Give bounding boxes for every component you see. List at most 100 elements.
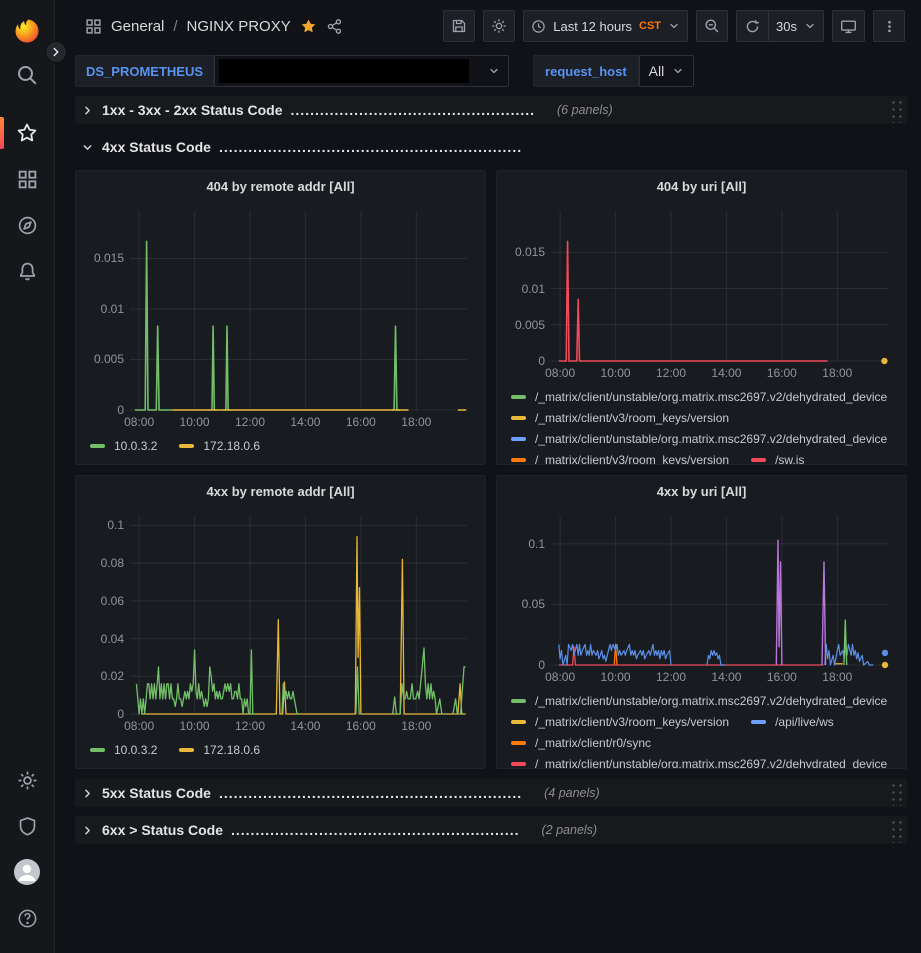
x-axis-tick-label: 14:00 <box>290 719 321 733</box>
sidebar-item-explore[interactable] <box>0 202 55 248</box>
breadcrumb-separator: / <box>173 17 178 35</box>
row-title: 5xx Status Code <box>102 785 211 801</box>
sidebar-item-alerting[interactable] <box>0 248 55 294</box>
legend-row: /_matrix/client/unstable/org.matrix.msc2… <box>511 753 898 768</box>
plot-area[interactable] <box>551 516 889 669</box>
row-6xx[interactable]: 6xx > Status Code ......................… <box>75 816 907 844</box>
top-navbar: General / NGINX PROXY Last 12 hours CST … <box>55 0 921 52</box>
legend-swatch-icon <box>179 747 195 752</box>
legend-label: /api/live/ws <box>775 714 834 729</box>
row-panel-count: (6 panels) <box>557 103 613 117</box>
legend-swatch-icon <box>511 436 526 441</box>
panel-title[interactable]: 404 by remote addr [All] <box>206 178 355 194</box>
datasource-variable-select[interactable] <box>214 55 510 87</box>
request-host-variable-select[interactable]: All <box>638 55 695 87</box>
dashboard-title[interactable]: NGINX PROXY <box>186 17 291 35</box>
row-title-dots: ........................................… <box>218 139 523 155</box>
row-drag-handle[interactable] <box>889 817 903 843</box>
sidebar-item-dashboards[interactable] <box>0 156 55 202</box>
legend: 10.0.3.2 172.18.0.6 <box>76 738 485 768</box>
x-axis-tick-label: 08:00 <box>124 719 155 733</box>
sidebar-item-help[interactable] <box>0 895 55 941</box>
legend-item[interactable]: /_matrix/client/r0/sync <box>511 736 651 750</box>
row-4xx[interactable]: 4xx Status Code ........................… <box>75 133 907 161</box>
legend-swatch-icon <box>90 443 105 448</box>
legend-item[interactable]: 10.0.3.2 <box>90 439 157 453</box>
sidebar-item-server-admin[interactable] <box>0 803 55 849</box>
row-panel-count: (2 panels) <box>541 823 598 837</box>
row-title: 6xx > Status Code <box>102 822 223 838</box>
legend-swatch-icon <box>511 740 526 745</box>
legend-item[interactable]: /_matrix/client/v3/room_keys/version <box>511 452 730 465</box>
more-options-button[interactable] <box>873 10 905 42</box>
legend-item[interactable]: /_matrix/client/v3/room_keys/version <box>511 411 729 425</box>
settings-icon <box>491 18 507 34</box>
row-1xx-3xx-2xx[interactable]: 1xx - 3xx - 2xx Status Code ............… <box>75 96 907 124</box>
apps-icon <box>85 18 102 35</box>
time-range-picker[interactable]: Last 12 hours CST <box>523 10 689 42</box>
legend-swatch-icon <box>511 457 526 462</box>
panel-title[interactable]: 4xx by uri [All] <box>656 483 747 499</box>
legend-item[interactable]: 172.18.0.6 <box>179 439 260 453</box>
legend-item[interactable]: /_matrix/client/unstable/org.matrix.msc2… <box>511 756 888 769</box>
row-drag-handle[interactable] <box>889 780 903 806</box>
refresh-button[interactable] <box>736 10 769 42</box>
breadcrumb-section[interactable]: General <box>111 17 165 35</box>
x-axis-tick-label: 18:00 <box>822 366 853 380</box>
sidebar-item-profile[interactable] <box>0 849 55 895</box>
datasource-value-redacted <box>219 59 470 83</box>
avatar <box>14 859 40 885</box>
panel-title[interactable]: 4xx by remote addr [All] <box>206 483 355 499</box>
row-panel-count: (4 panels) <box>544 786 600 800</box>
dashboard-settings-button[interactable] <box>483 10 516 42</box>
x-axis-tick-label: 16:00 <box>766 366 797 380</box>
refresh-interval-picker[interactable]: 30s <box>768 10 824 42</box>
legend-item[interactable]: 10.0.3.2 <box>90 743 157 757</box>
alerting-icon <box>17 261 38 282</box>
save-dashboard-button[interactable] <box>443 10 476 42</box>
legend-item[interactable]: 172.18.0.6 <box>179 743 260 757</box>
tv-icon <box>840 18 857 35</box>
legend-item[interactable]: /_matrix/client/unstable/org.matrix.msc2… <box>511 432 887 446</box>
breadcrumb: General / NGINX PROXY <box>85 18 343 35</box>
share-icon[interactable] <box>326 18 343 35</box>
dashboard-canvas: 1xx - 3xx - 2xx Status Code ............… <box>55 90 921 953</box>
dashboards-icon <box>17 169 38 190</box>
sidebar-item-configuration[interactable] <box>0 757 55 803</box>
zoom-out-time-button[interactable] <box>696 10 729 42</box>
chevron-down-icon <box>804 20 816 32</box>
row-5xx[interactable]: 5xx Status Code ........................… <box>75 779 907 807</box>
legend-label: /_matrix/client/v3/room_keys/version <box>535 714 730 729</box>
legend-swatch-icon <box>511 761 526 766</box>
plot-area[interactable] <box>551 211 888 365</box>
legend-item[interactable]: /_matrix/client/unstable/org.matrix.msc2… <box>511 390 887 404</box>
sidebar-item-search[interactable] <box>0 52 55 98</box>
clock-icon <box>531 19 546 34</box>
y-axis-tick-label: 0 <box>117 403 124 417</box>
legend-item[interactable]: /_matrix/client/unstable/org.matrix.msc2… <box>511 694 887 708</box>
y-axis-tick-label: 0.08 <box>100 556 124 571</box>
tv-mode-button[interactable] <box>832 10 865 42</box>
legend-label: 10.0.3.2 <box>114 438 158 453</box>
legend-label: /_matrix/client/v3/room_keys/version <box>535 452 730 465</box>
sidebar-expand-button[interactable] <box>45 41 67 63</box>
legend-item[interactable]: /_matrix/client/v3/room_keys/version <box>511 715 729 729</box>
y-axis-tick-label: 0.1 <box>107 518 124 533</box>
x-axis-tick-label: 12:00 <box>234 415 266 429</box>
legend-label: /_matrix/client/unstable/org.matrix.msc2… <box>535 756 888 769</box>
legend-label: /_matrix/client/v3/room_keys/version <box>535 410 730 425</box>
legend-item[interactable]: /api/live/ws <box>751 715 834 729</box>
x-axis-tick-label: 16:00 <box>766 670 797 684</box>
refresh-icon <box>745 19 760 34</box>
y-axis-tick-label: 0.1 <box>528 536 545 551</box>
panel-title[interactable]: 404 by uri [All] <box>656 178 747 194</box>
sidebar-item-starred[interactable] <box>0 110 55 156</box>
row-drag-handle[interactable] <box>889 97 903 123</box>
legend-label: /_matrix/client/unstable/org.matrix.msc2… <box>535 389 888 404</box>
plot-area[interactable] <box>130 516 467 715</box>
toolbar-actions: Last 12 hours CST 30s <box>443 10 905 42</box>
favorite-star-icon[interactable] <box>300 18 317 35</box>
plot-area[interactable] <box>130 211 467 411</box>
legend-item[interactable]: /sw.js <box>751 453 804 464</box>
y-axis-tick-label: 0.01 <box>521 281 545 296</box>
